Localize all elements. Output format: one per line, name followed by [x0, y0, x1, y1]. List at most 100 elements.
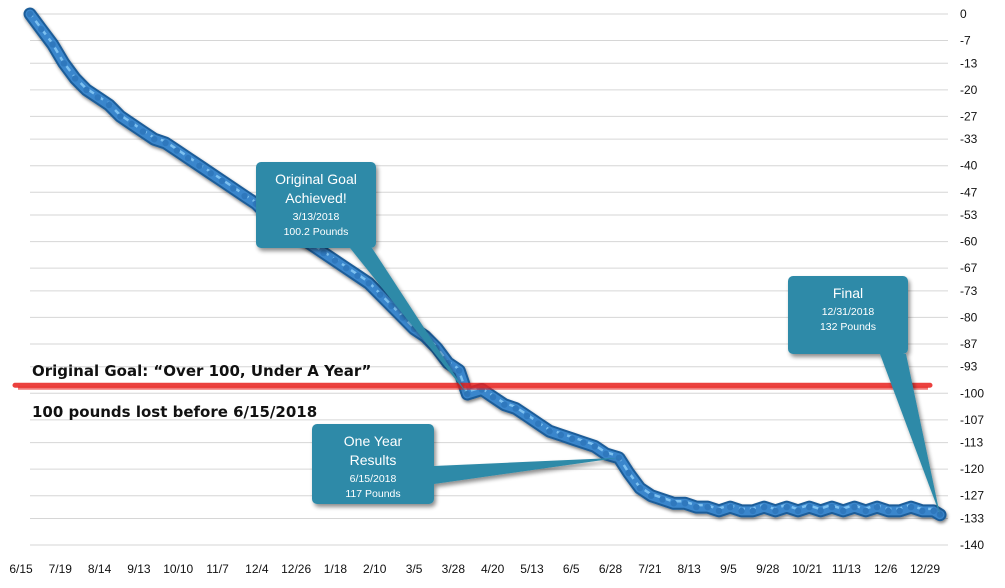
data-point — [489, 393, 497, 401]
data-point — [806, 503, 813, 511]
x-tick-label: 7/21 — [638, 562, 662, 576]
goal-line-group: Original Goal: “Over 100, Under A Year” 1… — [12, 362, 933, 421]
callout-date: 12/31/2018 — [822, 306, 875, 318]
x-tick-label: 3/5 — [406, 562, 423, 576]
data-point — [625, 469, 632, 477]
data-point — [49, 41, 56, 48]
callout-title: Achieved! — [285, 190, 346, 206]
callout-detail: 100.2 Pounds — [284, 226, 349, 238]
callout-detail: 117 Pounds — [345, 488, 400, 500]
data-point — [828, 503, 836, 511]
data-point — [930, 507, 937, 515]
data-point — [738, 507, 745, 515]
x-tick-label: 9/13 — [127, 562, 151, 576]
x-tick-label: 1/18 — [324, 562, 348, 576]
data-point — [151, 135, 158, 143]
x-tick-label: 11/13 — [832, 562, 861, 576]
data-point — [26, 10, 34, 18]
data-point — [546, 428, 553, 435]
y-tick-label: 0 — [960, 7, 967, 21]
callout-date: 6/15/2018 — [350, 473, 397, 485]
y-tick-label: -140 — [960, 538, 984, 552]
y-tick-label: -80 — [960, 310, 978, 324]
data-point — [862, 507, 869, 515]
data-point — [704, 503, 711, 511]
goal-subtitle: 100 pounds lost before 6/15/2018 — [32, 403, 317, 421]
x-axis-ticks: 6/15 7/19 8/14 9/13 10/10 11/7 12/4 12/26 1/18 2/… — [9, 562, 940, 576]
data-point — [885, 507, 892, 515]
data-point — [173, 147, 181, 154]
data-point — [727, 503, 734, 511]
x-tick-label: 10/21 — [792, 562, 822, 576]
y-tick-label: -20 — [960, 83, 978, 97]
callout-box — [788, 276, 908, 354]
data-point — [772, 507, 779, 515]
data-point — [535, 420, 542, 427]
data-point — [105, 101, 113, 109]
y-tick-label: -67 — [960, 261, 978, 275]
callout-pointer — [434, 457, 619, 484]
data-point — [580, 439, 587, 446]
data-point — [162, 139, 169, 147]
data-point — [117, 113, 124, 120]
x-tick-label: 3/28 — [442, 562, 466, 576]
data-point — [794, 507, 802, 515]
data-point — [749, 507, 757, 515]
data-point — [907, 503, 915, 511]
y-axis-ticks: 0 -7 -13 -20 -27 -33 -40 -47 -53 -60 -67 -73 -80 -87 -… — [960, 7, 984, 552]
callout-pointer — [350, 248, 468, 395]
x-tick-label: 5/13 — [520, 562, 544, 576]
data-point — [83, 86, 90, 94]
callout-final: Final 12/31/2018 132 Pounds — [788, 276, 940, 515]
data-point — [715, 507, 723, 515]
data-point — [523, 412, 531, 420]
data-point — [501, 401, 508, 408]
data-point — [659, 496, 666, 503]
data-point — [919, 507, 926, 515]
series-line — [25, 9, 945, 520]
x-tick-label: 12/29 — [910, 562, 940, 576]
y-tick-label: -40 — [960, 159, 978, 173]
series-line-shadow — [23, 7, 947, 522]
callout-pointer — [880, 354, 940, 515]
data-point — [455, 367, 463, 374]
data-point — [71, 75, 79, 82]
callout-one-year: One Year Results 6/15/2018 117 Pounds — [312, 424, 619, 504]
y-tick-label: -100 — [960, 386, 984, 400]
data-point — [343, 264, 350, 272]
x-tick-label: 12/4 — [245, 562, 269, 576]
y-tick-label: -120 — [960, 462, 984, 476]
data-point — [817, 507, 824, 515]
y-tick-label: -107 — [960, 413, 984, 427]
x-tick-label: 12/6 — [874, 562, 898, 576]
data-point — [464, 390, 471, 398]
data-point — [196, 162, 203, 169]
data-point — [354, 272, 361, 279]
callout-detail: 132 Pounds — [820, 321, 876, 333]
y-tick-label: -93 — [960, 360, 978, 374]
x-tick-label: 12/26 — [281, 562, 311, 576]
x-tick-label: 2/10 — [363, 562, 387, 576]
data-point — [636, 484, 644, 492]
data-point — [241, 192, 248, 200]
callout-title: Original Goal — [275, 171, 357, 187]
y-tick-label: -47 — [960, 185, 978, 199]
data-point — [94, 94, 101, 101]
callout-title: One Year — [344, 433, 403, 449]
data-point — [376, 291, 384, 298]
x-tick-label: 6/15 — [9, 562, 33, 576]
x-tick-label: 6/28 — [599, 562, 623, 576]
y-tick-label: -127 — [960, 489, 984, 503]
x-tick-label: 6/5 — [563, 562, 580, 576]
data-point — [128, 120, 135, 128]
data-point — [320, 249, 327, 257]
x-tick-label: 4/20 — [481, 562, 505, 576]
callout-title: Results — [350, 452, 397, 468]
callout-box — [256, 162, 376, 248]
x-tick-label: 10/10 — [163, 562, 193, 576]
callout-box — [312, 424, 434, 504]
data-point — [591, 443, 598, 450]
data-point — [60, 60, 68, 67]
data-point — [388, 302, 395, 310]
